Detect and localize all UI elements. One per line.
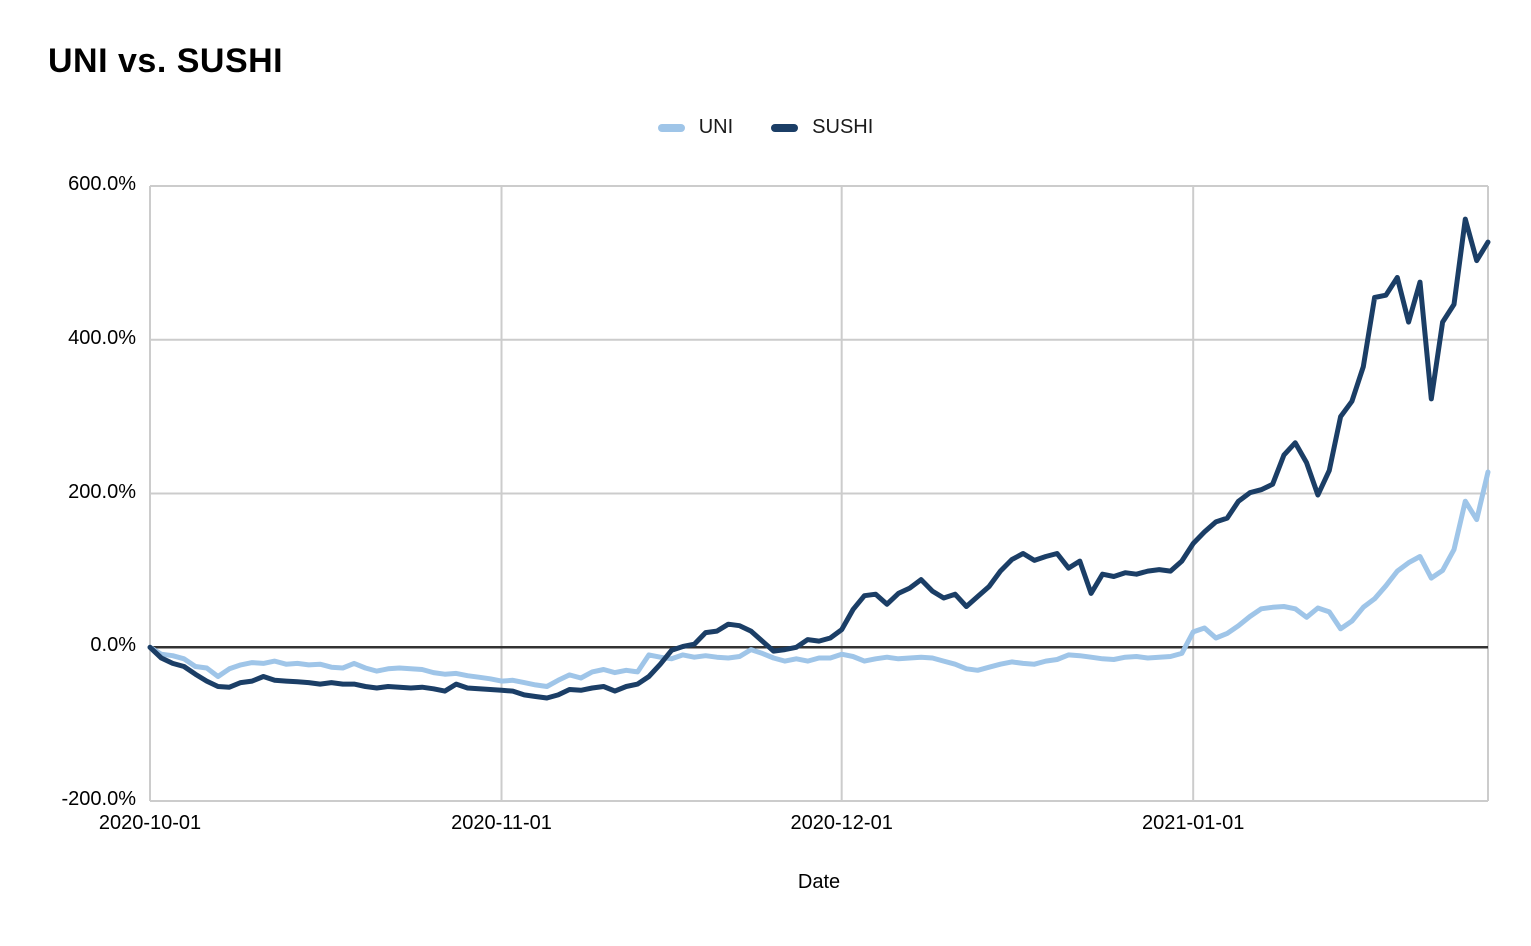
uni-series-swatch-icon (657, 123, 685, 132)
x-tick-label: 2020-10-01 (98, 812, 202, 834)
series-line-sushi (147, 216, 1491, 701)
sushi-series-swatch-icon (771, 123, 799, 132)
x-tick-label: 2021-01-01 (1142, 812, 1245, 834)
chart-title: UNI vs. SUSHI (48, 42, 284, 80)
legend-label-sushi: SUSHI (812, 116, 874, 138)
y-tick-label: 200.0% (68, 480, 136, 503)
y-tick-label: -200.0% (61, 788, 137, 810)
x-axis-title: Date (797, 871, 841, 893)
x-tick-label: 2020-12-01 (790, 812, 893, 834)
y-tick-label: 600.0% (68, 173, 136, 195)
y-tick-label: 400.0% (68, 326, 136, 349)
x-tick-label: 2020-11-01 (451, 812, 552, 834)
series-line-uni (147, 469, 1491, 689)
chart-legend: UNI SUSHI (0, 116, 1531, 139)
legend-item-uni: UNI (657, 116, 734, 139)
legend-item-sushi: SUSHI (771, 116, 873, 139)
legend-label-uni: UNI (698, 116, 734, 138)
y-tick-label: 0.0% (90, 634, 136, 657)
